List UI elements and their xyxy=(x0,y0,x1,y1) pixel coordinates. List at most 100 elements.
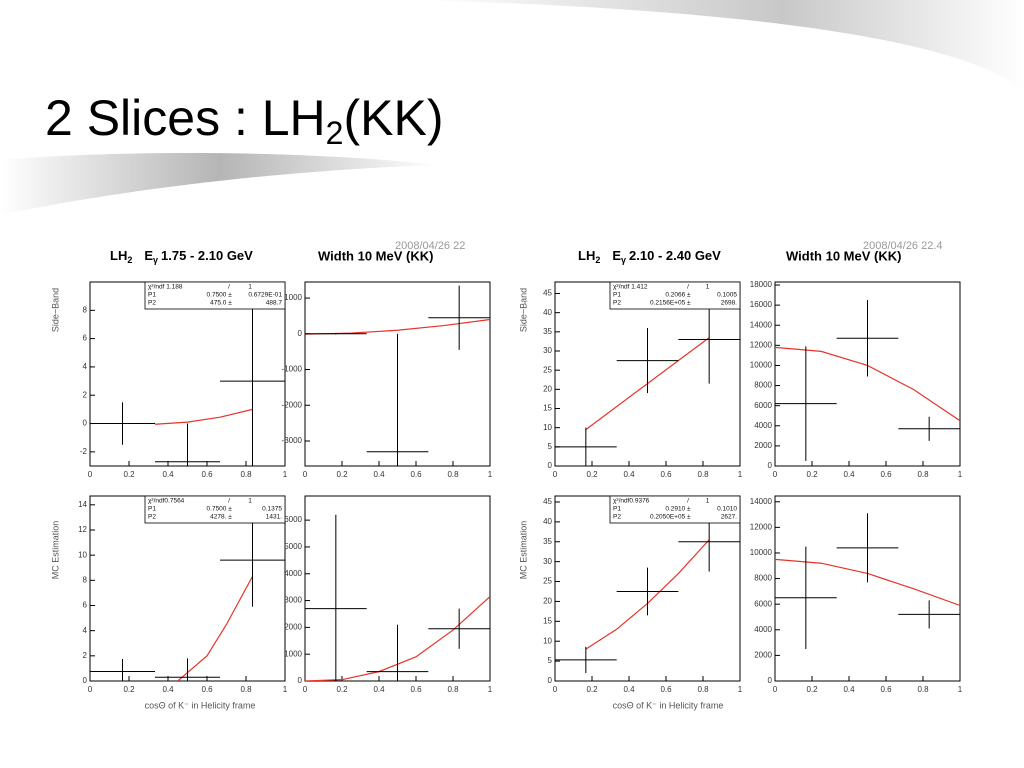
stats-text: 475.0 ± xyxy=(210,300,232,307)
x-tick-label: 0.6 xyxy=(880,470,892,479)
x-tick-label: 1 xyxy=(283,470,288,479)
y-tick-label: -2 xyxy=(80,447,88,456)
stats-text: 1 xyxy=(706,498,710,505)
x-tick-label: 0.6 xyxy=(201,685,213,694)
x-tick-label: 0.2 xyxy=(336,685,348,694)
y-axis-label: Side−Band xyxy=(518,288,528,332)
y-tick-label: 40 xyxy=(543,517,552,526)
y-tick-label: 10000 xyxy=(750,361,773,370)
y-tick-label: 2 xyxy=(83,651,88,660)
y-tick-label: 12 xyxy=(78,525,87,534)
y-tick-label: 10000 xyxy=(750,548,773,557)
x-tick-label: 0.4 xyxy=(162,685,174,694)
plot-frame xyxy=(89,495,286,682)
stats-text: 0.1375 xyxy=(262,506,282,513)
x-tick-label: 0 xyxy=(553,470,558,479)
plot-area xyxy=(555,511,740,674)
x-tick-label: 0.2 xyxy=(806,685,818,694)
x-tick-label: 0.2 xyxy=(123,470,135,479)
header-e-sub: γ xyxy=(153,255,158,265)
panel-header: LH2 Eγ 1.75 - 2.10 GeV xyxy=(110,248,253,265)
y-tick-label: 5000 xyxy=(284,542,302,551)
timestamp: 2008/04/26 22.4 xyxy=(863,240,943,252)
x-tick-label: 1 xyxy=(488,685,493,694)
y-tick-label: 20 xyxy=(543,597,552,606)
x-tick-label: 0 xyxy=(303,685,308,694)
stats-box xyxy=(144,495,286,524)
y-tick-label: 20 xyxy=(543,384,552,393)
stats-text: / xyxy=(687,284,689,291)
x-tick-label: 0 xyxy=(88,470,93,479)
panel-header: LH2 Eγ 2.10 - 2.40 GeV xyxy=(578,248,721,265)
stats-box xyxy=(144,281,286,310)
decor-swoosh xyxy=(420,0,1024,90)
x-tick-label: 0.6 xyxy=(410,470,422,479)
x-tick-label: 0.2 xyxy=(123,685,135,694)
stats-text: 0.7500 ± xyxy=(207,506,233,513)
header-range: 2.10 - 2.40 GeV xyxy=(629,248,721,263)
y-tick-label: 1000 xyxy=(284,649,302,658)
y-tick-label: 30 xyxy=(543,557,552,566)
stats-text: 0.1005 xyxy=(717,292,737,299)
y-tick-label: 2000 xyxy=(284,622,302,631)
x-tick-label: 0.8 xyxy=(240,470,252,479)
stats-text: P1 xyxy=(613,292,621,299)
decor-swoosh xyxy=(0,153,440,215)
y-tick-label: 8 xyxy=(83,575,88,584)
y-tick-label: 45 xyxy=(543,289,552,298)
y-tick-label: 1000 xyxy=(284,293,302,302)
y-tick-label: 0 xyxy=(83,419,88,428)
y-tick-label: -1000 xyxy=(282,365,303,374)
y-tick-label: 5 xyxy=(548,656,553,665)
stats-text: P2 xyxy=(613,300,621,307)
x-tick-label: 0.4 xyxy=(843,685,855,694)
x-axis-label: cosΘ of K⁻ in Helicity frame xyxy=(145,700,256,710)
y-tick-label: 12000 xyxy=(750,522,773,531)
header-width: Width 10 MeV (KK) xyxy=(786,248,901,263)
x-tick-label: 0.8 xyxy=(240,685,252,694)
y-tick-label: 4 xyxy=(83,362,88,371)
y-tick-label: 3000 xyxy=(284,596,302,605)
stats-text: 0.2910 ± xyxy=(665,506,691,513)
x-axis-label: cosΘ of K⁻ in Helicity frame xyxy=(613,700,724,710)
x-tick-label: 0.6 xyxy=(880,685,892,694)
stats-text: χ²/ndf0.7564 xyxy=(148,498,185,505)
x-tick-label: 0.4 xyxy=(373,470,385,479)
x-tick-label: 0.8 xyxy=(917,470,929,479)
plot-area xyxy=(90,513,285,681)
y-tick-label: 0 xyxy=(83,676,88,685)
y-axis-label: Side−Band xyxy=(50,288,60,332)
y-tick-label: 10 xyxy=(543,423,552,432)
timestamp: 2008/04/26 22 xyxy=(395,240,465,252)
plot-area xyxy=(775,300,960,461)
y-axis-label: MC Estimation xyxy=(518,521,528,580)
y-tick-label: 35 xyxy=(543,327,552,336)
y-tick-label: 2000 xyxy=(754,441,772,450)
x-tick-label: 1 xyxy=(738,685,743,694)
header-lh-sub: 2 xyxy=(595,255,600,265)
y-tick-label: 8 xyxy=(83,305,88,314)
y-tick-label: -3000 xyxy=(282,436,303,445)
x-tick-label: 1 xyxy=(283,685,288,694)
plot-area xyxy=(555,295,740,466)
y-tick-label: 35 xyxy=(543,537,552,546)
y-tick-label: 6000 xyxy=(284,515,302,524)
y-tick-label: 4000 xyxy=(284,569,302,578)
y-tick-label: 10 xyxy=(543,636,552,645)
x-tick-label: 0.4 xyxy=(162,470,174,479)
stats-text: 1431. xyxy=(266,514,282,521)
stats-text: P2 xyxy=(148,300,156,307)
stats-text: / xyxy=(687,498,689,505)
x-tick-label: 0 xyxy=(303,470,308,479)
header-width: Width 10 MeV (KK) xyxy=(318,248,433,263)
stats-text: 4278. ± xyxy=(210,514,232,521)
stats-text: 0.1010 xyxy=(717,506,737,513)
stats-box xyxy=(609,495,741,524)
y-tick-label: 15 xyxy=(543,404,552,413)
stats-text: 0.6729E-01 xyxy=(248,292,282,299)
y-tick-label: 8000 xyxy=(754,381,772,390)
y-tick-label: 25 xyxy=(543,577,552,586)
y-tick-label: 25 xyxy=(543,365,552,374)
x-tick-label: 0.8 xyxy=(447,685,459,694)
